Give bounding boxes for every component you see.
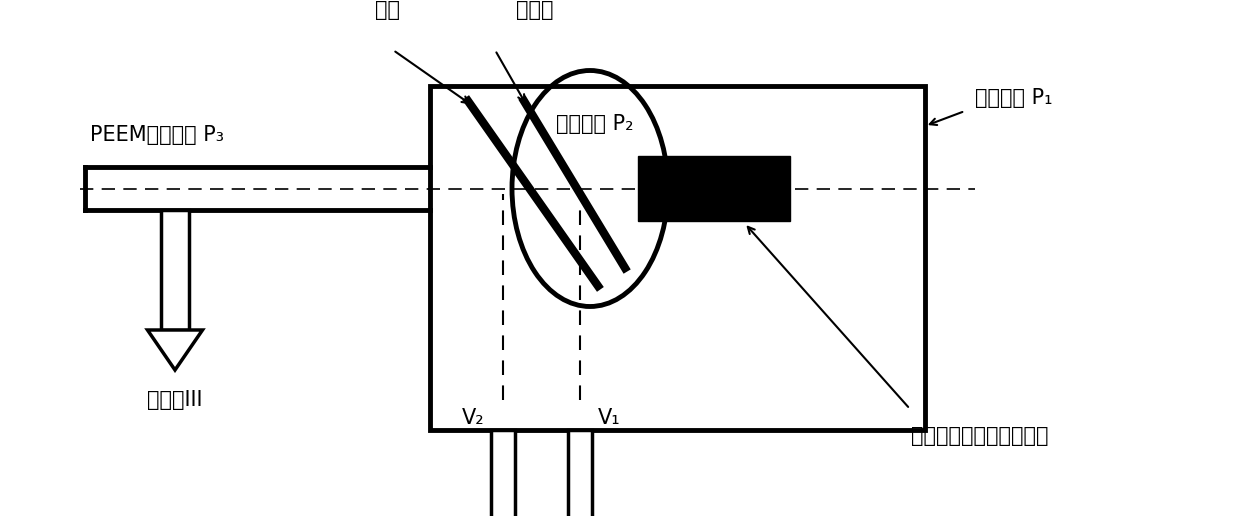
Text: 真空腔室 P₂: 真空腔室 P₂ <box>556 114 634 134</box>
Text: 样品架（置于样品台上）: 样品架（置于样品台上） <box>911 426 1048 446</box>
Text: 锥形管: 锥形管 <box>517 0 554 20</box>
Bar <box>638 156 790 221</box>
Polygon shape <box>147 330 202 370</box>
Text: V₂: V₂ <box>462 408 484 428</box>
Text: 抽气泵III: 抽气泵III <box>147 390 203 410</box>
Bar <box>430 86 926 430</box>
Text: 气氛腔室 P₁: 气氛腔室 P₁ <box>975 88 1052 108</box>
Bar <box>161 210 190 330</box>
Text: PEEM成像部件 P₃: PEEM成像部件 P₃ <box>90 125 224 145</box>
Text: 物镜: 物镜 <box>375 0 400 20</box>
Bar <box>491 430 515 516</box>
Text: V₁: V₁ <box>598 408 621 428</box>
Bar <box>567 430 592 516</box>
